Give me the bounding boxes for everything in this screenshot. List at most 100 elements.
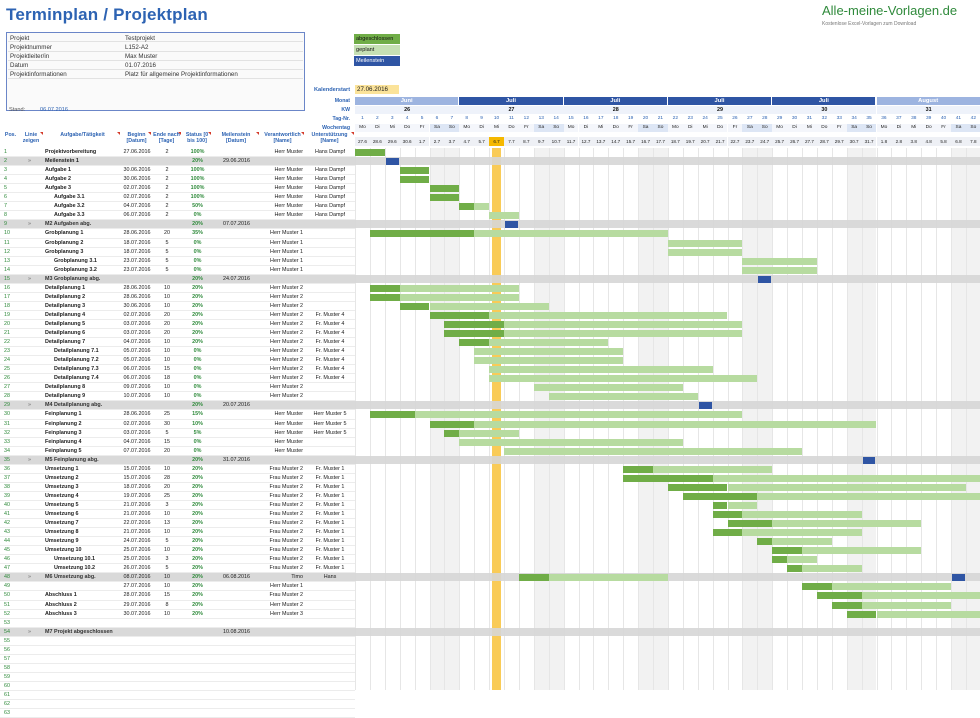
weekday: Mo bbox=[772, 124, 787, 132]
date-cell: 5.8 bbox=[936, 137, 951, 146]
kw-label: KW bbox=[300, 107, 350, 113]
brand-logo[interactable]: Alle-meine-Vorlagen.de bbox=[822, 3, 957, 18]
date-cell: 8.7 bbox=[519, 137, 534, 146]
milestone-marker bbox=[699, 402, 712, 409]
date-cell: 26.7 bbox=[787, 137, 802, 146]
day-number: 27 bbox=[742, 115, 757, 123]
date-cell: 21.7 bbox=[713, 137, 728, 146]
month-header: Juni bbox=[355, 97, 458, 105]
date-cell: 13.7 bbox=[593, 137, 608, 146]
info-value[interactable]: Max Muster bbox=[125, 53, 157, 60]
day-number: 36 bbox=[877, 115, 892, 123]
day-number: 20 bbox=[638, 115, 653, 123]
weekday: Sa bbox=[951, 124, 966, 132]
date-cell: 4.8 bbox=[921, 137, 936, 146]
date-cell: 20.7 bbox=[698, 137, 713, 146]
legend-item: geplant bbox=[354, 45, 400, 55]
day-number: 16 bbox=[579, 115, 594, 123]
weekday: Fr bbox=[728, 124, 743, 132]
date-cell: 28.6 bbox=[370, 137, 385, 146]
day-number: 22 bbox=[668, 115, 683, 123]
weekday: Do bbox=[400, 124, 415, 132]
day-number: 34 bbox=[847, 115, 862, 123]
milestone-marker bbox=[952, 574, 965, 581]
date-cell: 18.7 bbox=[668, 137, 683, 146]
filter-icon[interactable] bbox=[148, 132, 151, 135]
day-number: 30 bbox=[787, 115, 802, 123]
brand-subtitle: Kostenlose Excel-Vorlagen zum Download bbox=[822, 21, 916, 27]
filter-icon[interactable] bbox=[178, 132, 181, 135]
weekday: Fr bbox=[936, 124, 951, 132]
month-header: August bbox=[877, 97, 980, 105]
weekday: Di bbox=[683, 124, 698, 132]
weekday: Mi bbox=[385, 124, 400, 132]
filter-icon[interactable] bbox=[351, 132, 354, 135]
filter-icon[interactable] bbox=[301, 132, 304, 135]
day-number: 4 bbox=[400, 115, 415, 123]
info-value[interactable]: Testprojekt bbox=[125, 35, 155, 42]
weekday: Do bbox=[921, 124, 936, 132]
day-number: 38 bbox=[906, 115, 921, 123]
weekday: So bbox=[966, 124, 980, 132]
kw-header: 31 bbox=[877, 106, 980, 114]
kw-header: 30 bbox=[772, 106, 876, 114]
date-cell: 31.7 bbox=[862, 137, 877, 146]
day-number: 7 bbox=[444, 115, 459, 123]
day-number: 12 bbox=[519, 115, 534, 123]
stand-value[interactable]: 06.07.2016 bbox=[40, 107, 68, 113]
date-cell: 30.7 bbox=[847, 137, 862, 146]
weekday: Do bbox=[608, 124, 623, 132]
weekday: Di bbox=[474, 124, 489, 132]
filter-icon[interactable] bbox=[208, 132, 211, 135]
weekday: Mo bbox=[564, 124, 579, 132]
weekday: Di bbox=[370, 124, 385, 132]
date-cell: 1.8 bbox=[877, 137, 892, 146]
day-number: 8 bbox=[459, 115, 474, 123]
day-number: 31 bbox=[802, 115, 817, 123]
info-value[interactable]: 01.07.2016 bbox=[125, 62, 156, 69]
date-cell: 6.7 bbox=[489, 137, 504, 146]
date-cell: 7.8 bbox=[966, 137, 980, 146]
column-header-pos[interactable]: Pos. bbox=[4, 132, 18, 148]
stand-label: Stand: bbox=[9, 107, 25, 113]
legend-item: abgeschlossen bbox=[354, 34, 400, 44]
date-cell: 16.7 bbox=[638, 137, 653, 146]
column-header-aufgabe[interactable]: Aufgabe/Tätigkeit bbox=[45, 132, 121, 148]
day-number: 25 bbox=[713, 115, 728, 123]
weekday: Sa bbox=[638, 124, 653, 132]
day-number: 21 bbox=[653, 115, 668, 123]
date-cell: 22.7 bbox=[728, 137, 743, 146]
filter-icon[interactable] bbox=[117, 132, 120, 135]
day-number: 2 bbox=[370, 115, 385, 123]
kw-header: 27 bbox=[459, 106, 563, 114]
info-key: Projektnummer bbox=[10, 44, 52, 51]
day-number: 23 bbox=[683, 115, 698, 123]
filter-icon[interactable] bbox=[256, 132, 259, 135]
info-value[interactable]: Platz für allgemeine Projektinformatione… bbox=[125, 71, 238, 78]
weekday: Mi bbox=[802, 124, 817, 132]
kalenderstart-label: Kalenderstart bbox=[314, 87, 350, 93]
date-cell: 15.7 bbox=[623, 137, 638, 146]
weekday: Di bbox=[787, 124, 802, 132]
milestone-marker bbox=[758, 276, 771, 283]
weekday: So bbox=[653, 124, 668, 132]
column-header-meilenstein[interactable]: Meilenstein [Datum] bbox=[213, 132, 260, 148]
filter-icon[interactable] bbox=[40, 132, 43, 135]
date-cell: 24.7 bbox=[757, 137, 772, 146]
column-header-unterstuetzung[interactable]: Unterstützung [Name] bbox=[305, 132, 355, 148]
date-cell: 4.7 bbox=[459, 137, 474, 146]
day-number: 6 bbox=[430, 115, 445, 123]
day-number: 40 bbox=[936, 115, 951, 123]
milestone-row-band bbox=[355, 456, 980, 464]
date-cell: 29.7 bbox=[832, 137, 847, 146]
date-cell: 19.7 bbox=[683, 137, 698, 146]
day-number: 41 bbox=[951, 115, 966, 123]
weekday: Fr bbox=[623, 124, 638, 132]
date-cell: 2.8 bbox=[891, 137, 906, 146]
weekday: Fr bbox=[519, 124, 534, 132]
column-header-verantwortlich[interactable]: Verantwortlich [Name] bbox=[261, 132, 305, 148]
info-value[interactable]: L152-A2 bbox=[125, 44, 148, 51]
date-cell: 11.7 bbox=[564, 137, 579, 146]
kalenderstart-input[interactable]: 27.06.2016 bbox=[355, 85, 399, 94]
